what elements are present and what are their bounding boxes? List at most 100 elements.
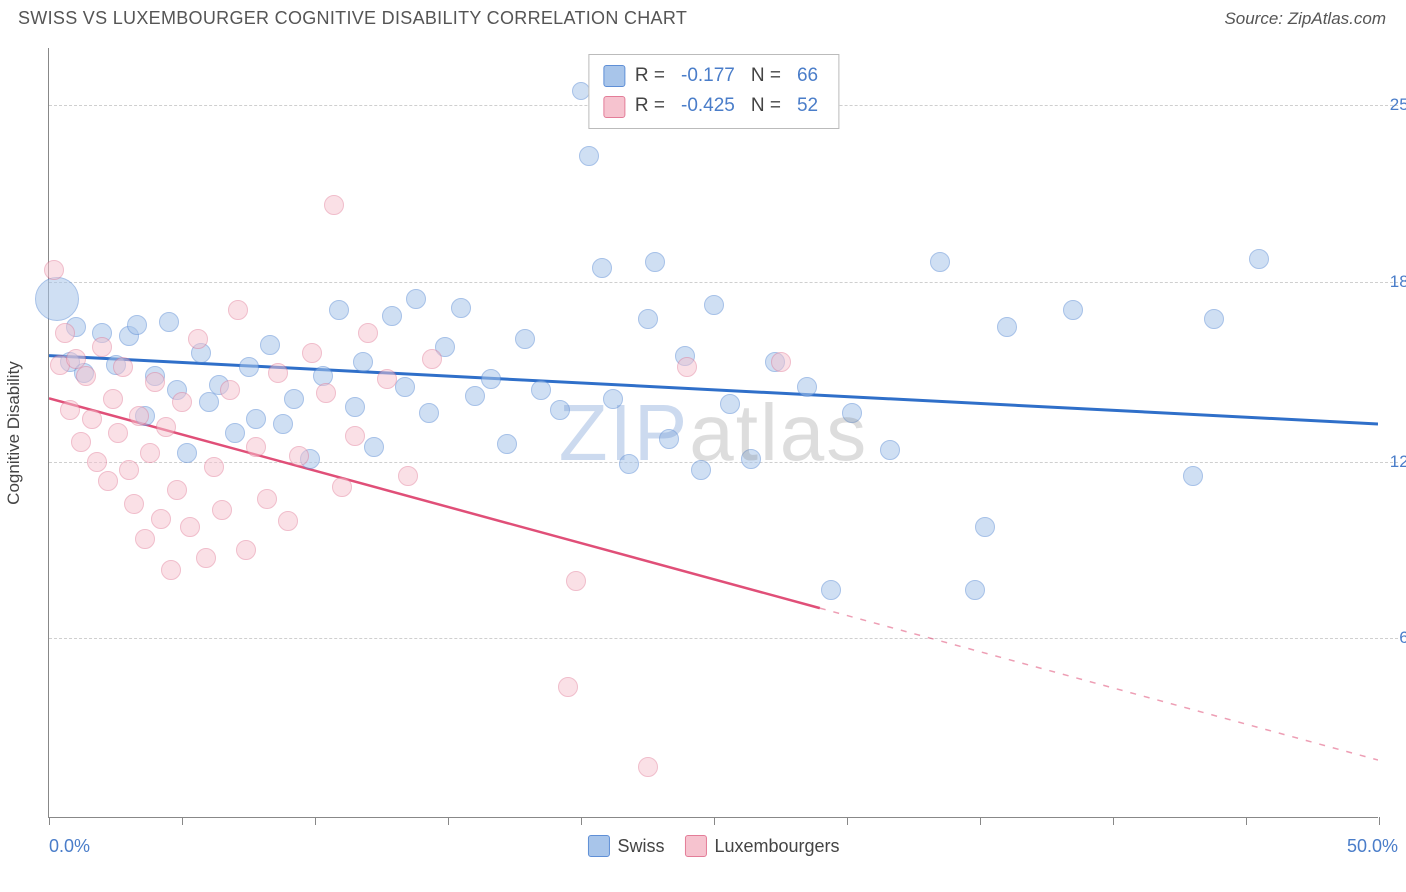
scatter-point: [44, 260, 64, 280]
legend-n-label: N =: [751, 61, 781, 91]
scatter-point: [316, 383, 336, 403]
scatter-point: [720, 394, 740, 414]
scatter-point: [135, 529, 155, 549]
y-tick-label: 6.3%: [1383, 628, 1406, 648]
legend-correlation-box: R =-0.177N =66R =-0.425N =52: [588, 54, 839, 129]
scatter-point: [422, 349, 442, 369]
scatter-point: [1249, 249, 1269, 269]
scatter-point: [212, 500, 232, 520]
scatter-point: [821, 580, 841, 600]
x-axis-max-label: 50.0%: [1347, 836, 1398, 857]
scatter-point: [659, 429, 679, 449]
legend-series: Swiss Luxembourgers: [587, 835, 839, 857]
scatter-point: [353, 352, 373, 372]
scatter-point: [167, 480, 187, 500]
scatter-point: [579, 146, 599, 166]
scatter-point: [87, 452, 107, 472]
scatter-point: [151, 509, 171, 529]
scatter-point: [119, 460, 139, 480]
legend-series-item: Luxembourgers: [684, 835, 839, 857]
x-tick: [49, 817, 50, 825]
scatter-point: [619, 454, 639, 474]
scatter-point: [76, 366, 96, 386]
scatter-point: [332, 477, 352, 497]
scatter-point: [997, 317, 1017, 337]
y-tick-label: 18.8%: [1383, 272, 1406, 292]
x-tick: [448, 817, 449, 825]
scatter-point: [497, 434, 517, 454]
scatter-point: [419, 403, 439, 423]
scatter-point: [638, 757, 658, 777]
scatter-point: [465, 386, 485, 406]
scatter-point: [797, 377, 817, 397]
legend-correlation-row: R =-0.425N =52: [603, 91, 824, 121]
scatter-point: [177, 443, 197, 463]
scatter-point: [196, 548, 216, 568]
scatter-point: [124, 494, 144, 514]
scatter-point: [98, 471, 118, 491]
legend-r-value: -0.177: [681, 61, 735, 91]
legend-n-label: N =: [751, 91, 781, 121]
legend-series-label: Luxembourgers: [714, 836, 839, 857]
scatter-point: [345, 397, 365, 417]
scatter-point: [1183, 466, 1203, 486]
scatter-point: [127, 315, 147, 335]
scatter-point: [35, 277, 79, 321]
scatter-point: [180, 517, 200, 537]
scatter-point: [975, 517, 995, 537]
scatter-point: [550, 400, 570, 420]
y-tick-label: 12.5%: [1383, 452, 1406, 472]
scatter-point: [677, 357, 697, 377]
plot-container: Cognitive Disability ZIPatlas 6.3%12.5%1…: [48, 48, 1378, 818]
scatter-point: [558, 677, 578, 697]
scatter-point: [159, 312, 179, 332]
scatter-point: [236, 540, 256, 560]
legend-swatch: [603, 96, 625, 118]
scatter-point: [204, 457, 224, 477]
scatter-point: [92, 337, 112, 357]
scatter-point: [880, 440, 900, 460]
x-tick: [581, 817, 582, 825]
legend-series-label: Swiss: [617, 836, 664, 857]
chart-title: SWISS VS LUXEMBOURGER COGNITIVE DISABILI…: [18, 8, 687, 29]
scatter-point: [260, 335, 280, 355]
scatter-point: [358, 323, 378, 343]
scatter-point: [71, 432, 91, 452]
scatter-point: [284, 389, 304, 409]
scatter-point: [704, 295, 724, 315]
scatter-point: [220, 380, 240, 400]
y-tick-label: 25.0%: [1383, 95, 1406, 115]
scatter-point: [161, 560, 181, 580]
scatter-point: [268, 363, 288, 383]
legend-swatch: [587, 835, 609, 857]
scatter-point: [273, 414, 293, 434]
scatter-point: [1204, 309, 1224, 329]
x-tick: [980, 817, 981, 825]
scatter-point: [60, 400, 80, 420]
legend-r-label: R =: [635, 61, 665, 91]
scatter-point: [345, 426, 365, 446]
scatter-point: [228, 300, 248, 320]
x-tick: [1113, 817, 1114, 825]
scatter-point: [566, 571, 586, 591]
scatter-point: [377, 369, 397, 389]
x-tick: [847, 817, 848, 825]
scatter-point: [481, 369, 501, 389]
scatter-point: [278, 511, 298, 531]
scatter-point: [55, 323, 75, 343]
scatter-point: [691, 460, 711, 480]
scatter-point: [246, 409, 266, 429]
scatter-point: [398, 466, 418, 486]
scatter-point: [108, 423, 128, 443]
x-tick: [1246, 817, 1247, 825]
source-attribution: Source: ZipAtlas.com: [1224, 9, 1386, 29]
scatter-point: [172, 392, 192, 412]
scatter-point: [145, 372, 165, 392]
legend-r-label: R =: [635, 91, 665, 121]
scatter-point: [771, 352, 791, 372]
x-axis-min-label: 0.0%: [49, 836, 90, 857]
scatter-point: [289, 446, 309, 466]
legend-correlation-row: R =-0.177N =66: [603, 61, 824, 91]
scatter-point: [406, 289, 426, 309]
legend-series-item: Swiss: [587, 835, 664, 857]
